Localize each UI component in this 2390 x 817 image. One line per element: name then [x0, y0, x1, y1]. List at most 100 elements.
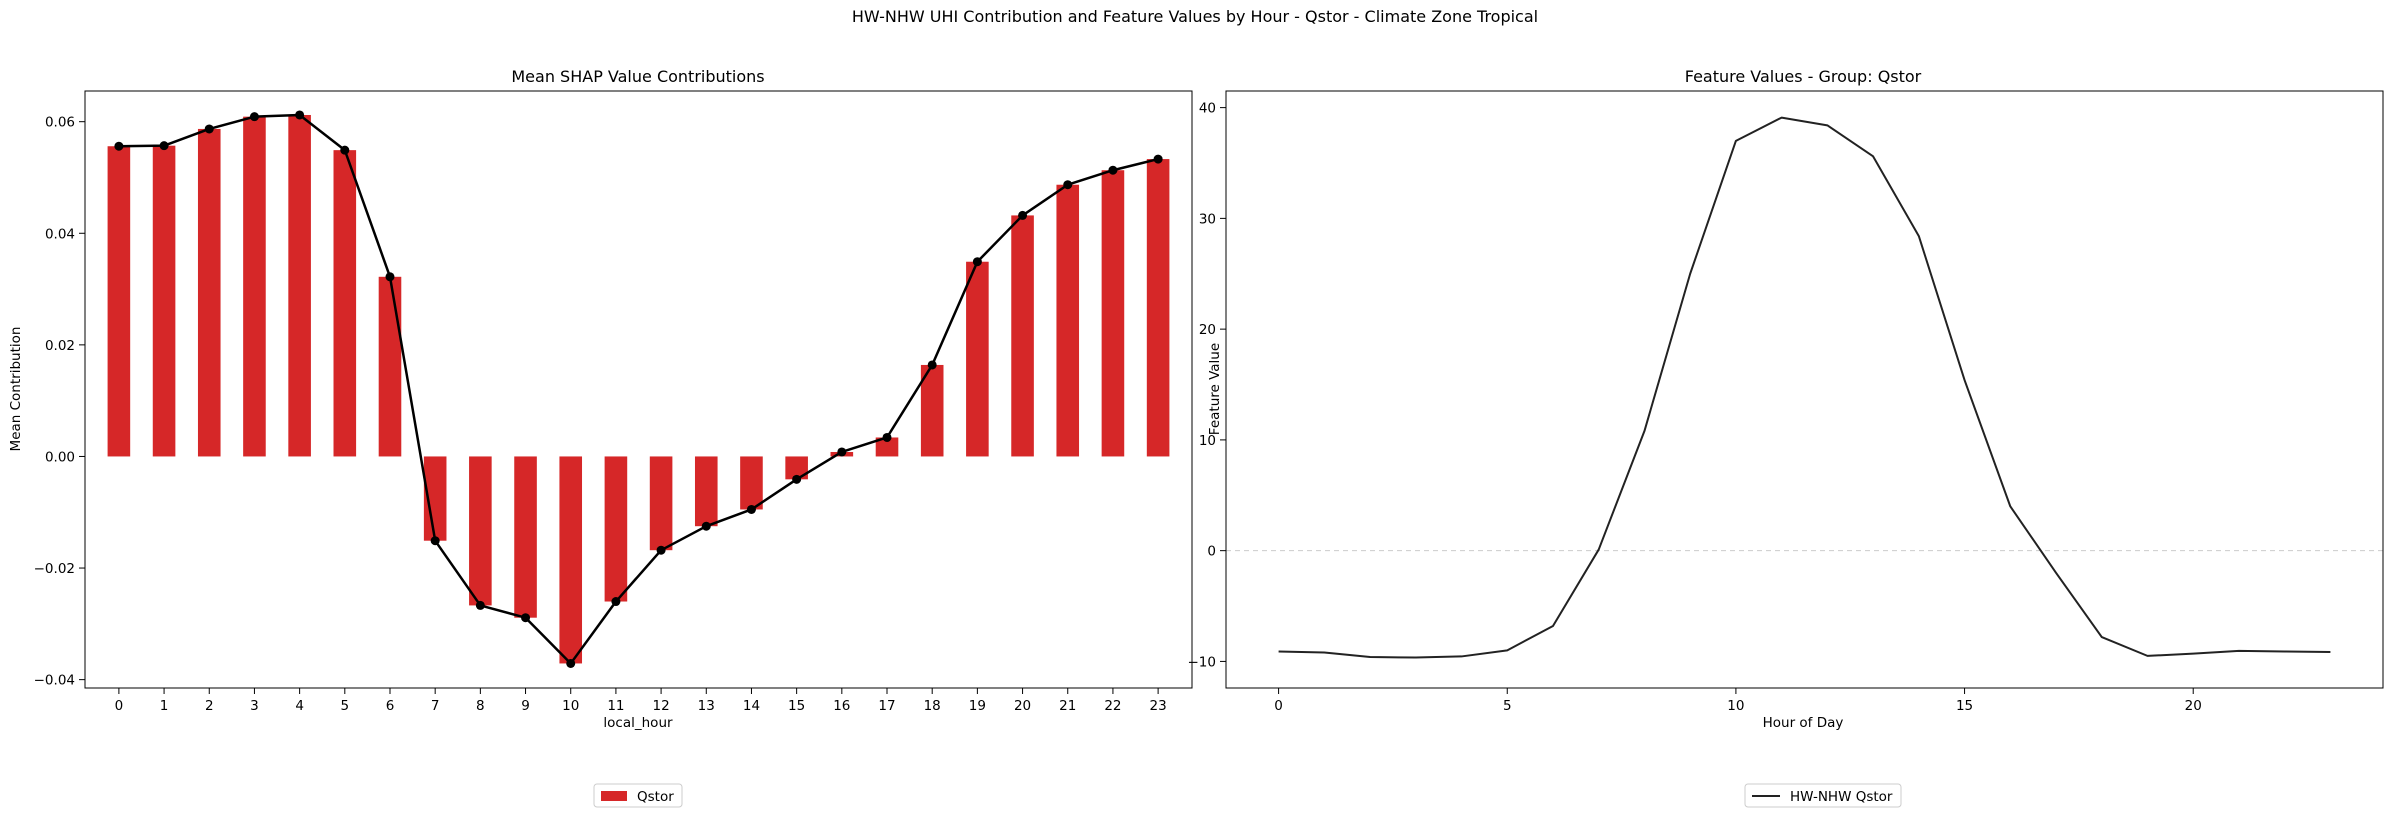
left-x-ticks: 0 1 2 3 4 5 6 7 8 9 10 11 12 13 14 15 16 17 18 19 20 21 22 23 — [115, 688, 1167, 714]
overlay-point-hour-21 — [1063, 180, 1073, 190]
left-y-tick-label: 0.00 — [45, 449, 75, 465]
overlay-point-hour-22 — [1108, 165, 1118, 175]
bar-hour-20 — [1011, 215, 1034, 457]
right-chart-title: Feature Values - Group: Qstor — [1685, 67, 1922, 86]
left-chart-title: Mean SHAP Value Contributions — [511, 67, 764, 86]
overlay-point-hour-23 — [1153, 154, 1163, 164]
right-y-tick-label: 30 — [1199, 211, 1216, 227]
left-x-tick-label: 11 — [607, 698, 624, 714]
left-plot-frame — [84, 90, 1193, 689]
bar-hour-21 — [1056, 184, 1080, 457]
bar-hour-23 — [1146, 159, 1170, 457]
left-x-tick-label: 15 — [788, 698, 805, 714]
left-x-tick-label: 18 — [924, 698, 941, 714]
right-plot-frame — [1225, 90, 2384, 689]
overlay-point-hour-17 — [882, 432, 892, 442]
right-y-tick-label: −10 — [1188, 654, 1217, 670]
left-y-axis-label: Mean Contribution — [8, 327, 24, 452]
left-x-tick-label: 13 — [698, 698, 715, 714]
overlay-point-hour-16 — [837, 447, 847, 457]
overlay-point-hour-9 — [521, 613, 531, 623]
left-x-axis-label: local_hour — [603, 715, 673, 731]
right-legend-box — [1744, 783, 1902, 808]
bar-hour-0 — [107, 146, 131, 457]
bar-hour-18 — [920, 364, 944, 457]
left-x-tick-label: 9 — [521, 698, 530, 714]
left-x-tick-label: 16 — [833, 698, 850, 714]
right-y-tick-label: 0 — [1207, 544, 1216, 560]
right-y-tick-label: 20 — [1199, 322, 1216, 338]
overlay-point-hour-18 — [927, 360, 937, 370]
left-x-tick-label: 1 — [160, 698, 169, 714]
overlay-point-hour-11 — [611, 597, 621, 607]
left-x-tick-label: 4 — [295, 698, 304, 714]
overlay-point-hour-7 — [430, 536, 440, 546]
left-y-tick-label: −0.02 — [34, 561, 75, 577]
bar-hour-8 — [469, 456, 492, 606]
feature-value-line — [1278, 116, 2331, 659]
figure-suptitle: HW-NHW UHI Contribution and Feature Valu… — [852, 7, 1538, 26]
overlay-point-hour-5 — [340, 145, 350, 155]
bar-hour-11 — [604, 456, 628, 602]
right-x-tick-label: 15 — [1956, 698, 1973, 714]
left-legend-box — [593, 783, 683, 808]
left-x-tick-label: 14 — [743, 698, 760, 714]
feature-values-chart: Feature Values - Group: Qstor 0 5 10 15 20 −… — [1188, 67, 2384, 808]
overlay-point-hour-2 — [204, 124, 214, 134]
left-x-tick-label: 20 — [1014, 698, 1031, 714]
overlay-point-hour-1 — [159, 141, 169, 151]
bar-hour-12 — [649, 456, 673, 551]
right-y-ticks: −10 0 10 20 30 40 — [1188, 101, 1226, 670]
overlay-point-hour-10 — [566, 658, 576, 668]
left-x-tick-label: 22 — [1104, 698, 1121, 714]
right-y-tick-label: 40 — [1199, 101, 1216, 117]
bar-hour-14 — [740, 456, 763, 510]
left-legend-swatch — [601, 791, 627, 801]
left-x-tick-label: 23 — [1150, 698, 1167, 714]
bar-hour-6 — [378, 276, 402, 457]
right-legend-label: HW-NHW Qstor — [1790, 789, 1893, 805]
overlay-point-hour-15 — [792, 474, 802, 484]
overlay-line-path — [118, 113, 1159, 665]
left-x-tick-label: 6 — [386, 698, 395, 714]
bar-hour-1 — [152, 145, 176, 457]
left-y-tick-label: −0.04 — [34, 673, 75, 689]
bar-hour-4 — [288, 114, 311, 457]
right-legend: HW-NHW Qstor — [1744, 783, 1902, 808]
overlay-point-hour-6 — [385, 272, 395, 282]
overlay-point-hour-3 — [249, 112, 259, 122]
overlay-point-hour-8 — [475, 600, 485, 610]
bar-hour-10 — [559, 456, 583, 664]
right-x-tick-label: 10 — [1727, 698, 1744, 714]
bar-hour-5 — [333, 150, 357, 457]
left-x-tick-label: 3 — [250, 698, 259, 714]
overlay-point-hour-13 — [701, 521, 711, 531]
right-y-tick-label: 10 — [1199, 433, 1216, 449]
bar-hour-19 — [966, 261, 989, 457]
left-y-tick-label: 0.06 — [45, 115, 75, 131]
overlay-point-hour-19 — [972, 257, 982, 267]
left-y-ticks: −0.04 −0.02 0.00 0.02 0.04 0.06 — [34, 115, 85, 689]
left-x-tick-label: 0 — [115, 698, 124, 714]
bar-hour-2 — [197, 128, 221, 457]
left-x-tick-label: 21 — [1059, 698, 1076, 714]
left-x-tick-label: 12 — [652, 698, 669, 714]
bar-hour-3 — [243, 116, 266, 457]
right-x-tick-label: 5 — [1503, 698, 1512, 714]
right-series-line — [1278, 116, 2331, 659]
overlay-point-hour-20 — [1018, 210, 1028, 220]
bar-hour-17 — [875, 437, 899, 457]
bar-hour-22 — [1101, 170, 1125, 457]
overlay-point-hour-0 — [114, 141, 124, 151]
overlay-point-hour-4 — [295, 110, 305, 120]
right-y-axis-label: Feature Value — [1207, 343, 1223, 435]
right-x-axis-label: Hour of Day — [1763, 715, 1844, 731]
left-x-tick-label: 17 — [878, 698, 895, 714]
left-x-tick-label: 5 — [341, 698, 350, 714]
overlay-point-hour-14 — [746, 504, 756, 514]
left-overlay-line — [114, 110, 1163, 668]
left-legend-label: Qstor — [637, 789, 674, 805]
